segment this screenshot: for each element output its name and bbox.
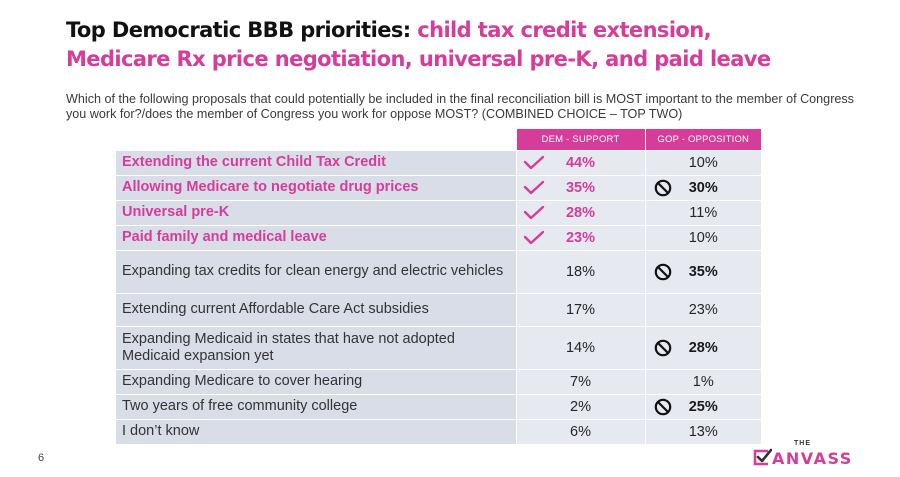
dem-value: 7% — [570, 373, 591, 390]
table-row: Paid family and medical leave 23% 10% — [116, 224, 761, 250]
checkmark-icon — [523, 180, 544, 194]
dem-value: 28% — [565, 204, 596, 221]
dem-value: 35% — [565, 179, 596, 196]
dem-value: 18% — [565, 263, 596, 280]
gop-value: 1% — [692, 373, 714, 390]
dem-cell: 28% — [515, 199, 645, 225]
gop-cell: 28% — [644, 325, 761, 369]
dem-cell: 17% — [515, 292, 645, 326]
gop-value: 10% — [688, 154, 718, 171]
gop-cell: 1% — [644, 368, 761, 394]
gop-cell: 10% — [644, 224, 761, 250]
dem-value: 17% — [565, 301, 596, 318]
dem-cell: 35% — [515, 174, 645, 200]
row-label: Extending the current Child Tax Credit — [116, 149, 516, 175]
row-label: I don’t know — [116, 418, 516, 444]
prohibited-icon — [654, 263, 671, 280]
checkmark-icon — [523, 155, 544, 169]
checkmark-icon — [523, 205, 544, 219]
row-label: Expanding Medicare to cover hearing — [116, 368, 516, 394]
page-title: Top Democratic BBB priorities: child tax… — [66, 16, 886, 74]
dem-cell: 2% — [515, 393, 645, 419]
gop-value: 30% — [688, 179, 718, 196]
gop-value: 13% — [688, 423, 718, 440]
page-number: 6 — [38, 452, 45, 464]
results-table: DEM - SUPPORT GOP - OPPOSITION Extending… — [116, 129, 761, 444]
table-row: Two years of free community college 2% 2… — [116, 393, 761, 419]
header-blank — [116, 129, 516, 150]
dem-value: 23% — [565, 229, 596, 246]
gop-value: 23% — [688, 301, 718, 318]
checkmark-icon — [523, 230, 544, 244]
row-label: Expanding Medicaid in states that have n… — [116, 325, 516, 369]
row-label: Universal pre-K — [116, 199, 516, 225]
gop-cell: 23% — [644, 292, 761, 326]
logo-word: ANVASS — [772, 449, 853, 468]
dem-value: 44% — [565, 154, 596, 171]
table-row: Extending current Affordable Care Act su… — [116, 292, 761, 326]
dem-cell: 6% — [515, 418, 645, 444]
gop-value: 35% — [688, 263, 718, 280]
gop-value: 25% — [688, 398, 718, 415]
dem-cell: 7% — [515, 368, 645, 394]
gop-value: 11% — [689, 204, 718, 221]
table-row: Expanding tax credits for clean energy a… — [116, 249, 761, 293]
title-highlight-2: Medicare Rx price negotiation, universal… — [66, 47, 771, 71]
logo-the: THE — [794, 440, 811, 447]
row-label: Extending current Affordable Care Act su… — [116, 292, 516, 326]
gop-cell: 11% — [644, 199, 761, 225]
gop-cell: 13% — [644, 418, 761, 444]
dem-cell: 14% — [515, 325, 645, 369]
header-dem-support: DEM - SUPPORT — [515, 129, 645, 150]
dem-value: 6% — [570, 423, 591, 440]
title-lead: Top Democratic BBB priorities: — [66, 18, 411, 42]
table-row: Universal pre-K 28% 11% — [116, 199, 761, 225]
table-row: Allowing Medicare to negotiate drug pric… — [116, 174, 761, 200]
row-label: Allowing Medicare to negotiate drug pric… — [116, 174, 516, 200]
table-row: Extending the current Child Tax Credit 4… — [116, 149, 761, 175]
row-label: Paid family and medical leave — [116, 224, 516, 250]
dem-cell: 44% — [515, 149, 645, 175]
dem-cell: 23% — [515, 224, 645, 250]
prohibited-icon — [654, 398, 671, 415]
table-row: Expanding Medicaid in states that have n… — [116, 325, 761, 369]
title-highlight-1: child tax credit extension, — [417, 18, 711, 42]
table-row: I don’t know 6% 13% — [116, 418, 761, 444]
dem-cell: 18% — [515, 249, 645, 293]
row-label: Expanding tax credits for clean energy a… — [116, 249, 516, 293]
dem-value: 14% — [565, 339, 596, 356]
gop-cell: 10% — [644, 149, 761, 175]
gop-cell: 30% — [644, 174, 761, 200]
table-header-row: DEM - SUPPORT GOP - OPPOSITION — [116, 129, 761, 150]
prohibited-icon — [654, 179, 671, 196]
question-text: Which of the following proposals that co… — [66, 92, 854, 121]
logo-check-box-icon — [753, 448, 772, 466]
prohibited-icon — [654, 339, 671, 356]
gop-value: 28% — [688, 339, 718, 356]
canvass-logo: THE ANVASS — [752, 440, 862, 470]
gop-cell: 25% — [644, 393, 761, 419]
gop-value: 10% — [688, 229, 718, 246]
table-row: Expanding Medicare to cover hearing 7% 1… — [116, 368, 761, 394]
dem-value: 2% — [570, 398, 591, 415]
header-gop-opposition: GOP - OPPOSITION — [644, 129, 761, 150]
gop-cell: 35% — [644, 249, 761, 293]
row-label: Two years of free community college — [116, 393, 516, 419]
